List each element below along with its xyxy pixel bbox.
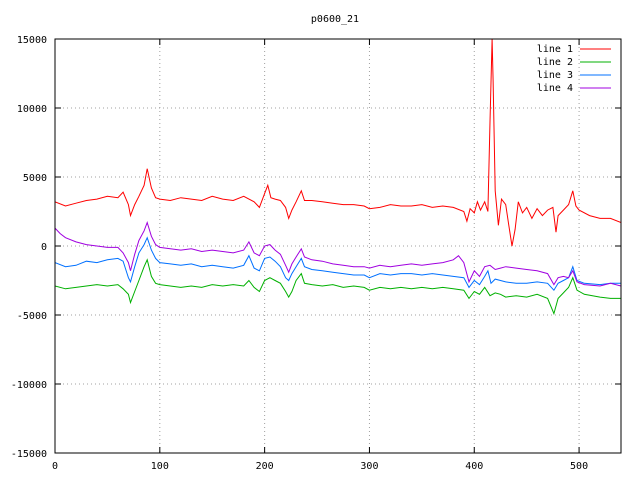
x-tick-label: 400 [465, 461, 483, 472]
series-line-3 [55, 236, 621, 292]
legend: line 1 line 2 line 3 line 4 [537, 44, 611, 94]
axis-ticks: 0 100 200 300 400 500 -15000 -10000 -5000 0 5000 10… [11, 35, 621, 472]
y-tick-label: -15000 [11, 449, 47, 460]
series-line-2 [55, 258, 621, 316]
legend-label-1: line 1 [537, 44, 573, 55]
x-tick-label: 0 [52, 461, 58, 472]
y-tick-label: 5000 [23, 173, 47, 184]
x-tick-label: 200 [256, 461, 274, 472]
y-tick-label: 0 [41, 242, 47, 253]
legend-label-4: line 4 [537, 83, 573, 94]
x-tick-label: 500 [570, 461, 588, 472]
legend-label-3: line 3 [537, 70, 573, 81]
chart-title: p0600_21 [311, 14, 359, 25]
series-line-1 [55, 39, 621, 247]
grid [55, 39, 621, 453]
y-tick-label: -10000 [11, 380, 47, 391]
y-tick-label: -5000 [17, 311, 47, 322]
y-tick-label: 10000 [17, 104, 47, 115]
y-tick-label: 15000 [17, 35, 47, 46]
legend-label-2: line 2 [537, 57, 573, 68]
x-tick-label: 300 [360, 461, 378, 472]
x-tick-label: 100 [151, 461, 169, 472]
series-group [55, 39, 621, 316]
series-line-4 [55, 220, 621, 287]
